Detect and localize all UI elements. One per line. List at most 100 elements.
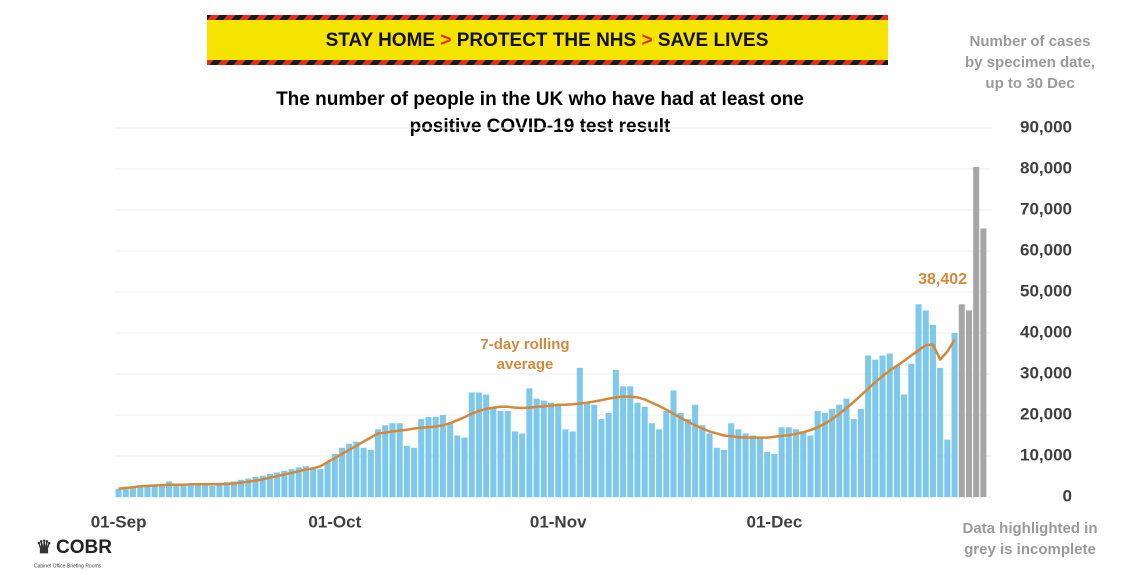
bar xyxy=(274,472,281,497)
bar xyxy=(598,419,605,497)
bar xyxy=(367,449,374,497)
bar xyxy=(439,415,446,497)
bar xyxy=(511,431,518,497)
bar xyxy=(684,419,691,497)
bar xyxy=(829,408,836,497)
bar xyxy=(778,427,785,497)
bar xyxy=(612,369,619,497)
bar xyxy=(915,304,922,497)
bar xyxy=(461,437,468,497)
bar xyxy=(742,433,749,497)
bar xyxy=(331,453,338,497)
bar xyxy=(295,467,302,497)
y-tick-label: 80,000 xyxy=(1020,158,1072,177)
bar xyxy=(454,435,461,497)
bar xyxy=(634,402,641,497)
bar xyxy=(403,445,410,497)
chart-title: The number of people in the UK who have … xyxy=(276,89,804,110)
bar xyxy=(980,228,987,497)
bar xyxy=(547,402,555,497)
bar xyxy=(699,425,706,497)
y-tick-label: 70,000 xyxy=(1020,199,1072,218)
banner-part: SAVE LIVES xyxy=(658,30,769,51)
bar xyxy=(259,475,266,497)
bar xyxy=(850,419,857,497)
bar xyxy=(137,485,144,497)
bar xyxy=(555,404,562,497)
rolling-average-line xyxy=(118,338,956,491)
bar xyxy=(908,363,915,497)
bar xyxy=(807,435,814,497)
y-tick-label: 20,000 xyxy=(1020,404,1072,423)
bar xyxy=(562,429,569,497)
bar xyxy=(569,431,576,497)
y-tick-label: 0 xyxy=(1063,486,1072,505)
bar xyxy=(266,474,273,497)
bar xyxy=(483,394,490,497)
bar xyxy=(497,410,504,497)
y-tick-label: 90,000 xyxy=(1020,117,1072,136)
bar xyxy=(209,485,216,497)
bar xyxy=(857,408,864,497)
bar xyxy=(194,484,201,497)
footnote-line: grey is incomplete xyxy=(964,541,1096,558)
bar xyxy=(872,359,879,497)
line-note: 7-day rolling xyxy=(480,336,569,353)
banner: STAY HOME > PROTECT THE NHS > SAVE LIVES xyxy=(207,15,888,65)
bar xyxy=(115,488,122,497)
bar xyxy=(540,400,547,497)
banner-sep: > xyxy=(440,30,451,51)
bar xyxy=(122,486,129,497)
data-label: 38,402 xyxy=(918,271,967,288)
bar xyxy=(713,447,720,497)
bar xyxy=(360,447,367,497)
bar xyxy=(692,404,699,497)
bar xyxy=(338,447,346,497)
bar xyxy=(411,447,418,497)
bar xyxy=(238,479,245,497)
bar xyxy=(432,417,439,497)
bar xyxy=(879,355,886,497)
axis-note: Number of cases by specimen date, up to … xyxy=(965,33,1095,92)
banner-stripe xyxy=(207,60,888,65)
bar xyxy=(670,390,677,497)
y-tick-label: 50,000 xyxy=(1020,281,1072,300)
bar xyxy=(922,310,929,497)
bar xyxy=(836,404,843,497)
bar xyxy=(749,435,756,497)
bar xyxy=(129,486,137,497)
banner-sep: > xyxy=(641,30,652,51)
bar xyxy=(663,410,670,497)
bar xyxy=(375,429,382,497)
axis-note-line: Number of cases xyxy=(970,33,1091,50)
bar xyxy=(800,431,807,497)
bar xyxy=(958,304,965,497)
bar xyxy=(886,353,893,497)
bar xyxy=(302,466,310,497)
x-tick-label: 01-Oct xyxy=(308,512,361,531)
bar xyxy=(202,485,209,497)
logo: ♛ COBR Cabinet Office Briefing Rooms xyxy=(34,537,112,570)
bar xyxy=(504,410,511,497)
bar xyxy=(158,484,165,497)
bar xyxy=(764,451,771,497)
line-note: average xyxy=(497,356,554,373)
bar xyxy=(893,365,900,497)
banner-part: STAY HOME xyxy=(326,30,435,51)
bar xyxy=(944,439,951,497)
bar xyxy=(901,394,908,497)
bar xyxy=(425,417,432,497)
bar xyxy=(223,482,230,497)
bar xyxy=(627,386,634,497)
bar xyxy=(792,429,800,497)
banner-stripe xyxy=(207,15,888,20)
bar xyxy=(230,481,237,497)
banner-part: PROTECT THE NHS xyxy=(457,30,636,51)
bar xyxy=(605,412,612,497)
bar xyxy=(584,402,591,497)
bar xyxy=(418,419,425,497)
bar xyxy=(648,423,655,497)
bar xyxy=(382,425,389,497)
bar xyxy=(591,404,598,497)
bar xyxy=(187,484,194,497)
